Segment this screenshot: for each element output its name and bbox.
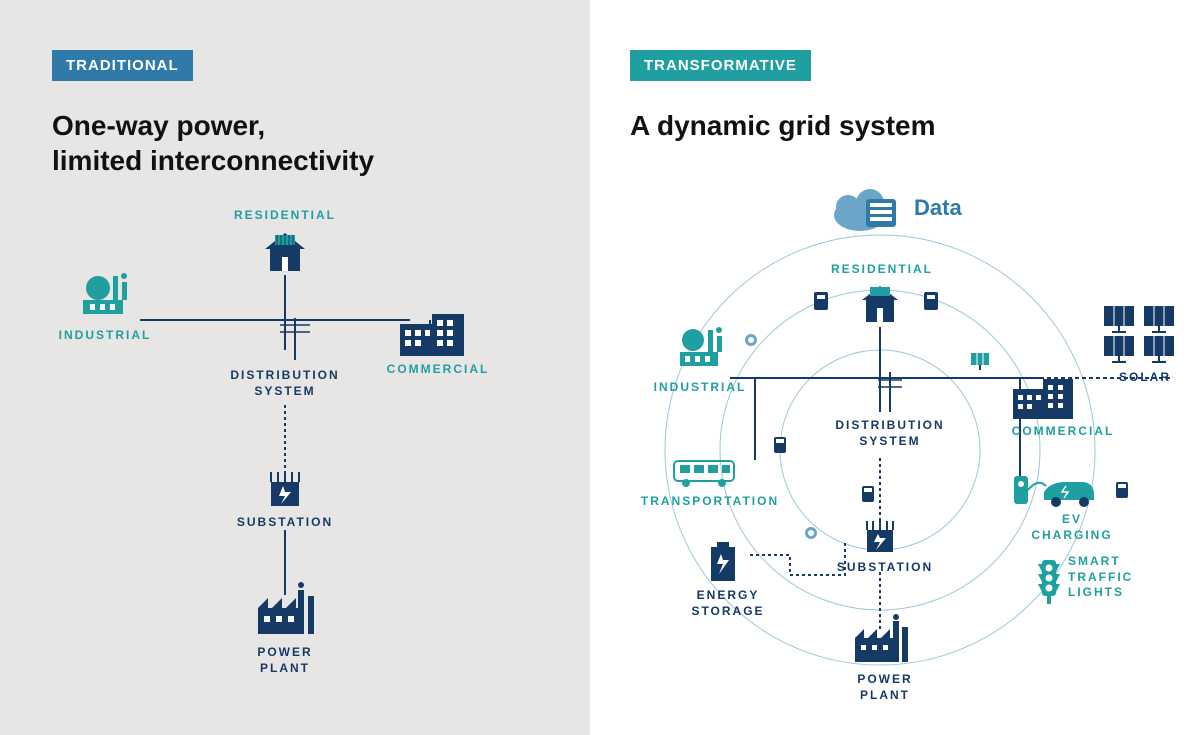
residential-icon bbox=[255, 225, 315, 280]
industrial-label: INDUSTRIAL bbox=[50, 328, 160, 344]
commercial-label-r: COMMERCIAL bbox=[1008, 424, 1118, 440]
substation-label-r: SUBSTATION bbox=[825, 560, 945, 576]
battery-icon bbox=[705, 540, 741, 589]
commercial-label: COMMERCIAL bbox=[378, 362, 498, 378]
commercial-icon-r bbox=[1008, 375, 1078, 428]
meter-badge-icon bbox=[772, 435, 788, 460]
industrial-label-r: INDUSTRIAL bbox=[645, 380, 755, 396]
traditional-panel: TRADITIONAL One-way power, limited inter… bbox=[0, 0, 590, 735]
ev-label: EV CHARGING bbox=[1022, 512, 1122, 543]
solar-icon bbox=[1100, 300, 1180, 369]
commercial-icon bbox=[395, 310, 470, 365]
traffic-label: SMART TRAFFIC LIGHTS bbox=[1068, 554, 1158, 601]
substation-label: SUBSTATION bbox=[225, 515, 345, 531]
data-cloud-icon bbox=[830, 185, 910, 245]
meter-badge-icon bbox=[812, 290, 830, 317]
distribution-label: DISTRIBUTION SYSTEM bbox=[215, 368, 355, 399]
meter-badge-icon bbox=[740, 333, 762, 352]
traffic-light-icon bbox=[1032, 556, 1066, 611]
bus-icon bbox=[670, 455, 742, 496]
substation-icon-r bbox=[860, 518, 900, 563]
industrial-icon-r bbox=[675, 322, 741, 379]
transformative-panel: TRANSFORMATIVE A dynamic grid system bbox=[590, 0, 1200, 735]
industrial-icon bbox=[78, 268, 148, 328]
data-label: Data bbox=[914, 195, 962, 221]
transportation-label: TRANSPORTATION bbox=[635, 494, 785, 510]
ev-icon bbox=[1010, 470, 1100, 517]
residential-label: RESIDENTIAL bbox=[225, 208, 345, 224]
power-plant-icon bbox=[250, 580, 320, 645]
meter-badge-icon bbox=[1114, 480, 1130, 505]
solar-label: SOLAR bbox=[1115, 370, 1175, 386]
meter-badge-icon bbox=[922, 290, 940, 317]
power-plant-label: POWER PLANT bbox=[225, 645, 345, 676]
residential-icon-r bbox=[852, 278, 908, 331]
substation-icon bbox=[263, 468, 307, 517]
distribution-label-r: DISTRIBUTION SYSTEM bbox=[820, 418, 960, 449]
residential-label-r: RESIDENTIAL bbox=[822, 262, 942, 278]
solar-badge-icon bbox=[968, 350, 992, 377]
power-plant-icon-r bbox=[848, 612, 914, 673]
energy-storage-label: ENERGY STORAGE bbox=[678, 588, 778, 619]
meter-badge-icon bbox=[860, 484, 876, 509]
meter-badge-icon bbox=[800, 526, 822, 545]
power-plant-label-r: POWER PLANT bbox=[825, 672, 945, 703]
